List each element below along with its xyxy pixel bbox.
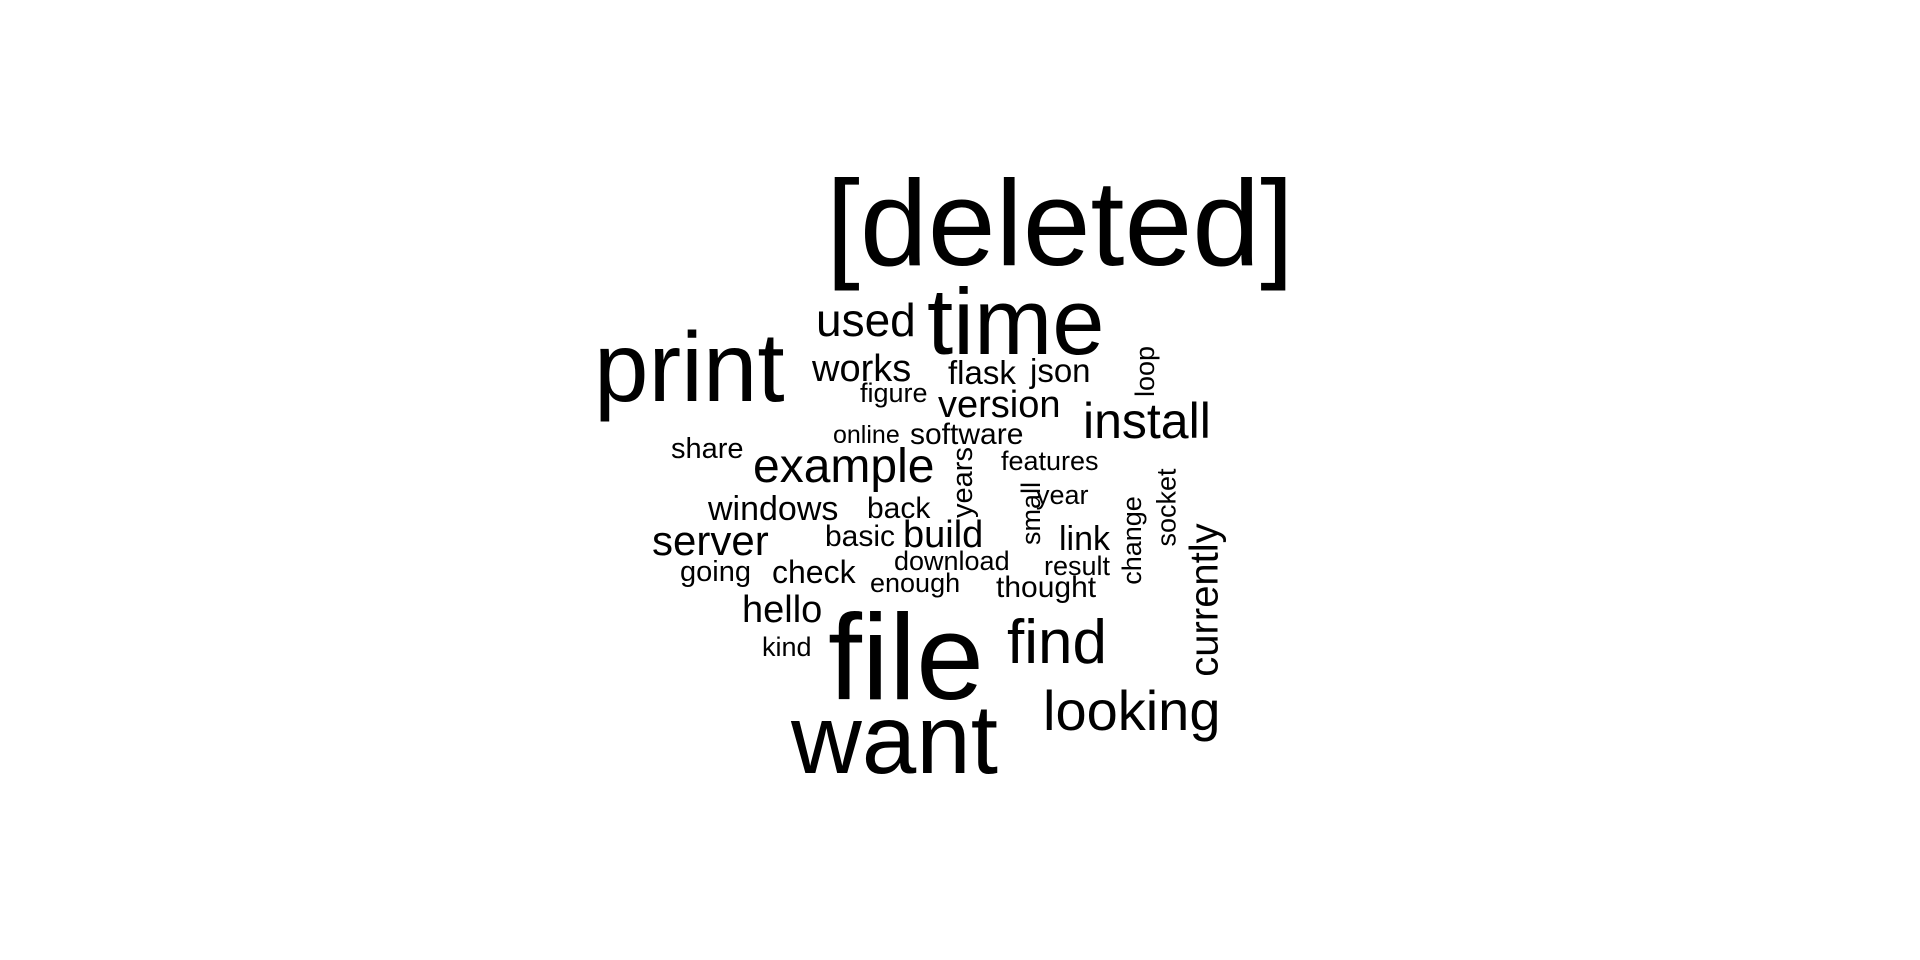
word-deleted: [deleted] — [826, 155, 1295, 291]
word-enough: enough — [870, 568, 961, 598]
word-share: share — [671, 433, 744, 465]
word-time: time — [927, 269, 1105, 374]
word-version: version — [938, 384, 1061, 426]
word-years: years — [946, 447, 979, 518]
word-change: change — [1116, 496, 1147, 585]
word-back: back — [867, 492, 931, 525]
word-check: check — [772, 554, 856, 590]
word-find: find — [1007, 608, 1107, 677]
word-build: build — [903, 514, 984, 556]
word-loop: loop — [1130, 345, 1161, 398]
word-example: example — [753, 440, 935, 493]
word-print: print — [594, 312, 785, 422]
word-used: used — [816, 294, 916, 346]
word-install: install — [1083, 393, 1211, 449]
word-year: year — [1036, 480, 1089, 510]
word-windows: windows — [708, 490, 839, 528]
word-flask: flask — [948, 354, 1016, 391]
word-hello: hello — [742, 589, 823, 631]
word-works: works — [812, 348, 912, 390]
word-socket: socket — [1151, 468, 1182, 547]
word-download: download — [894, 546, 1010, 576]
word-basic: basic — [825, 520, 896, 553]
word-file: file — [828, 589, 984, 725]
word-json: json — [1030, 352, 1091, 389]
word-server: server — [652, 517, 769, 564]
word-result: result — [1044, 551, 1111, 581]
word-kind: kind — [762, 632, 812, 662]
word-looking: looking — [1043, 679, 1221, 742]
word-currently: currently — [1182, 523, 1227, 677]
word-online: online — [833, 421, 900, 449]
word-thought: thought — [996, 571, 1097, 604]
word-want: want — [791, 684, 999, 794]
word-link: link — [1059, 520, 1111, 558]
word-going: going — [680, 556, 751, 588]
word-features: features — [1001, 446, 1099, 476]
word-software: software — [910, 418, 1024, 451]
word-figure: figure — [860, 378, 928, 408]
